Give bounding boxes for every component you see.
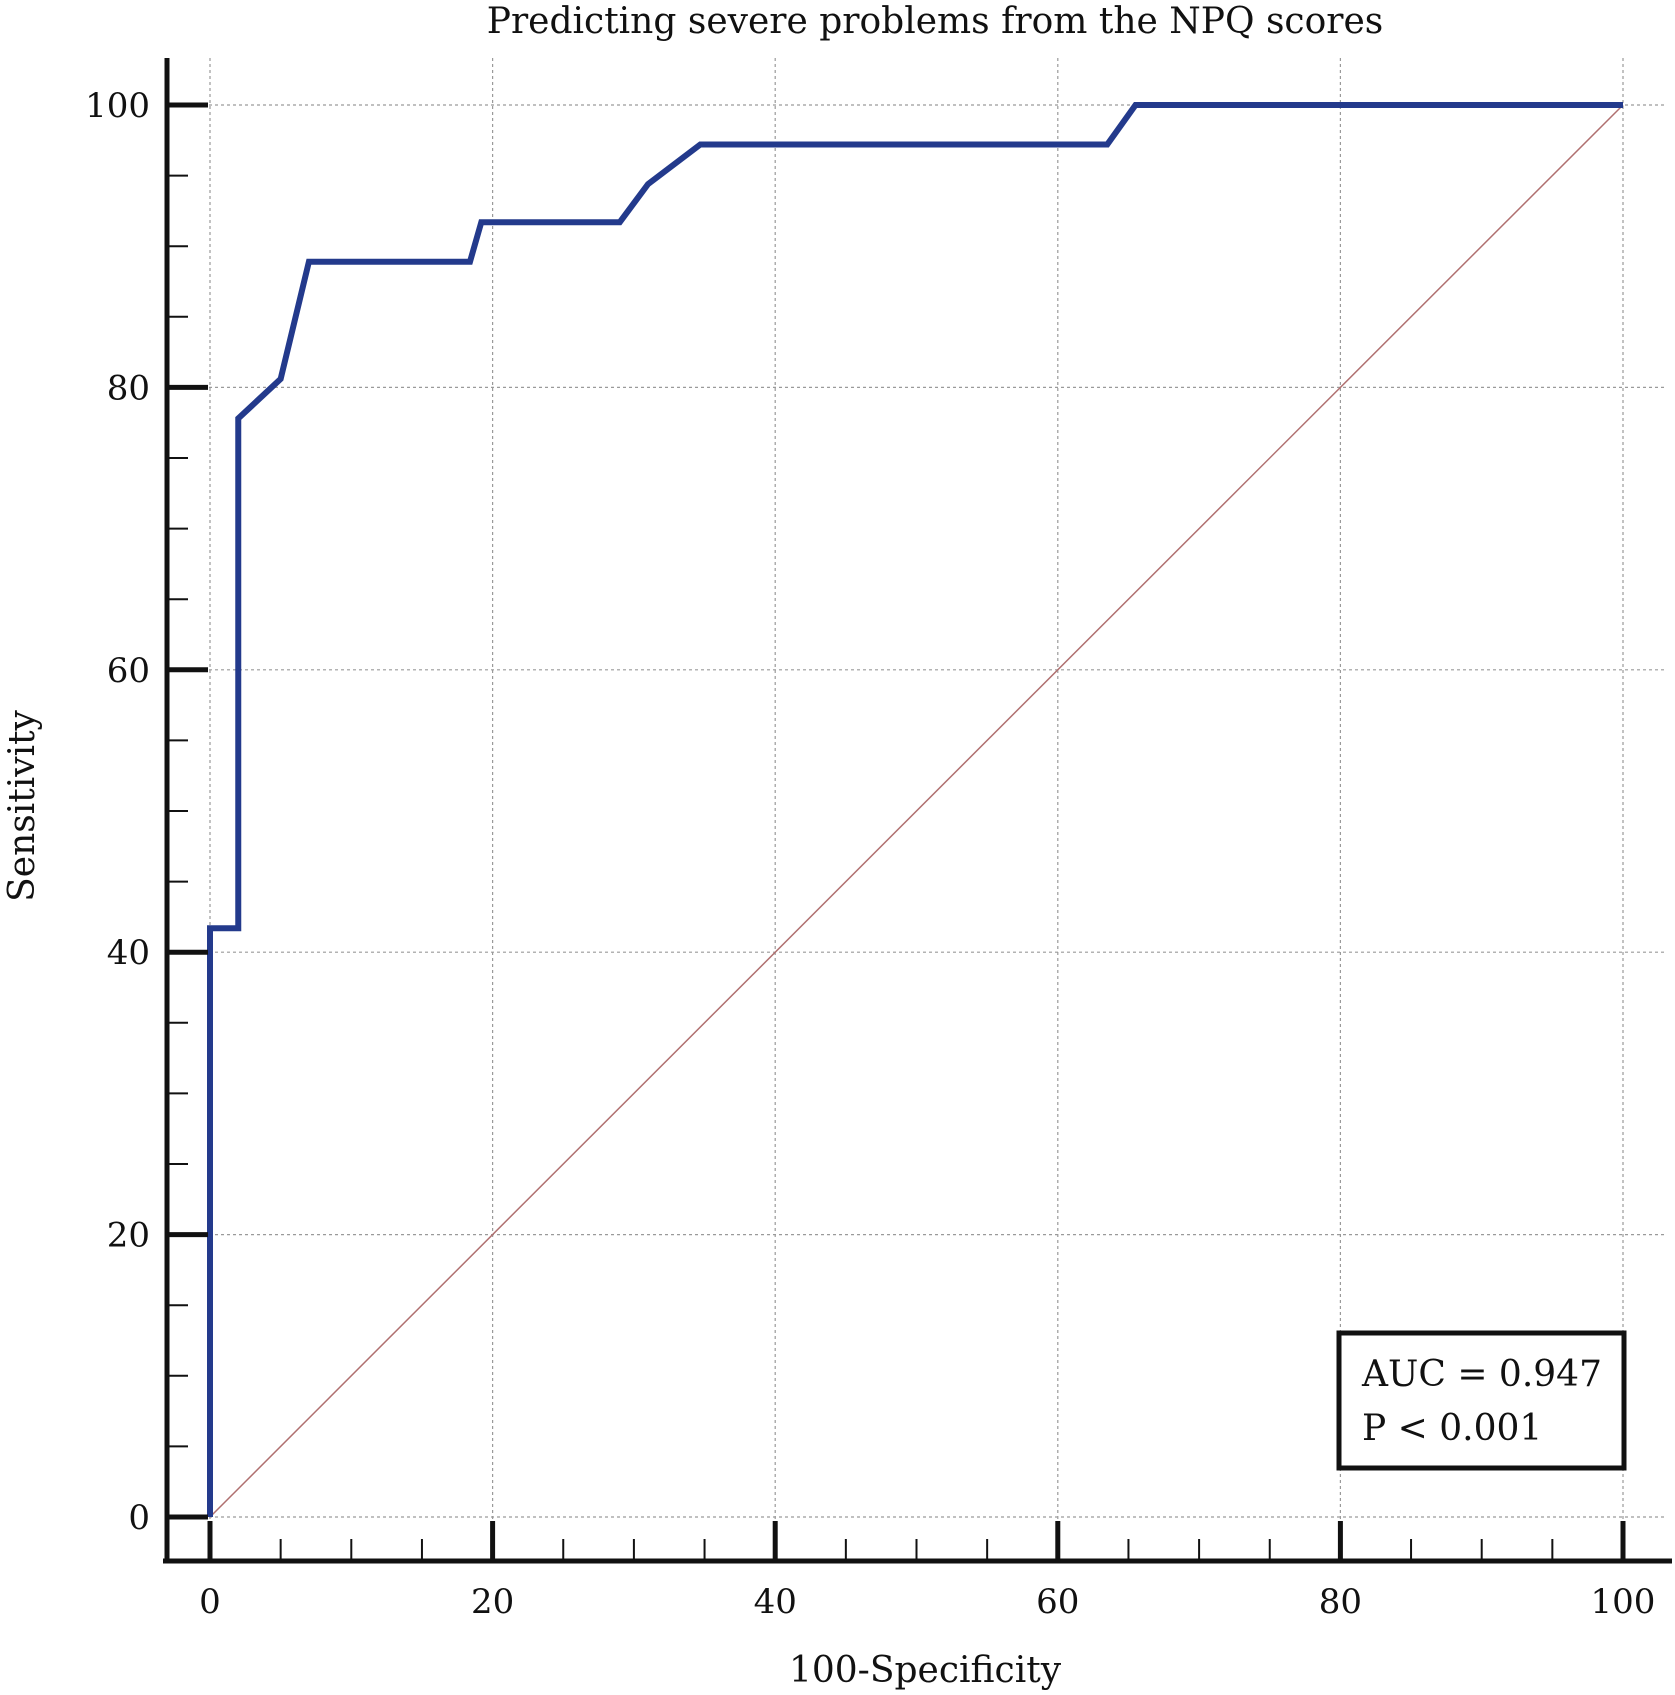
y-tick-label-20: 20 [107,1216,150,1256]
roc-curve-layer [207,102,1623,1517]
roc-curve-line [207,102,1623,1517]
grid [167,58,1665,1545]
chart-title: Predicting severe problems from the NPQ … [487,1,1384,42]
y-tick-label-40: 40 [107,933,150,973]
p-value: P < 0.001 [1362,1408,1542,1449]
reference-line-layer [209,104,1624,1518]
y-tick-label-100: 100 [85,86,150,126]
x-axis-label: 100-Specificity [789,1650,1062,1691]
x-tick-label-100: 100 [1591,1582,1656,1622]
auc-annotation-box: AUC = 0.947 P < 0.001 [1336,1330,1627,1471]
reference-diagonal-line [209,104,1624,1518]
auc-value: AUC = 0.947 [1361,1354,1602,1395]
x-tick-label-40: 40 [754,1582,797,1622]
y-tick-label-80: 80 [107,368,150,408]
x-tick-label-60: 60 [1036,1582,1079,1622]
y-axis-label: Sensitivity [2,709,43,901]
y-tick-label-60: 60 [107,651,150,691]
x-tick-label-0: 0 [199,1582,221,1622]
y-tick-label-0: 0 [128,1498,150,1538]
ticks: 0 20 40 60 80 100 0 20 40 60 80 100 [85,86,1655,1622]
x-tick-label-80: 80 [1319,1582,1362,1622]
x-tick-label-20: 20 [471,1582,514,1622]
annotation-frame [1336,1330,1627,1471]
